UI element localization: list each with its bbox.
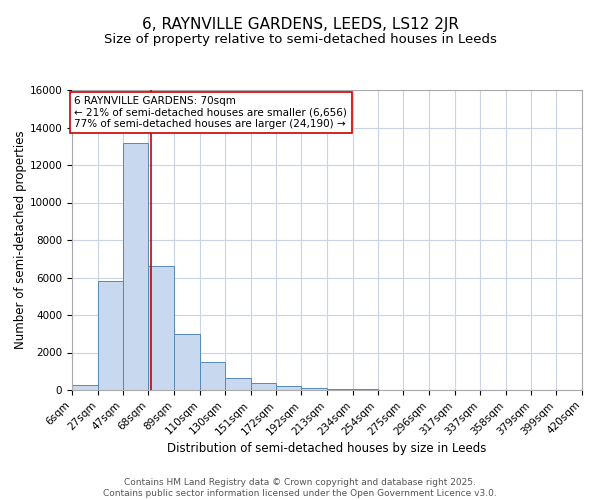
Text: 6, RAYNVILLE GARDENS, LEEDS, LS12 2JR: 6, RAYNVILLE GARDENS, LEEDS, LS12 2JR [142, 18, 458, 32]
Bar [72, 386, 98, 390]
Y-axis label: Number of semi-detached properties: Number of semi-detached properties [14, 130, 27, 350]
Bar [301, 388, 327, 390]
Bar [277, 386, 301, 390]
X-axis label: Distribution of semi-detached houses by size in Leeds: Distribution of semi-detached houses by … [167, 442, 487, 455]
Bar [174, 334, 200, 390]
Bar [122, 142, 148, 390]
Bar [200, 362, 225, 390]
Text: Size of property relative to semi-detached houses in Leeds: Size of property relative to semi-detach… [104, 32, 496, 46]
Bar [148, 266, 174, 390]
Text: 6 RAYNVILLE GARDENS: 70sqm
← 21% of semi-detached houses are smaller (6,656)
77%: 6 RAYNVILLE GARDENS: 70sqm ← 21% of semi… [74, 96, 347, 129]
Text: Contains HM Land Registry data © Crown copyright and database right 2025.
Contai: Contains HM Land Registry data © Crown c… [103, 478, 497, 498]
Bar [251, 384, 277, 390]
Bar [225, 378, 251, 390]
Bar [327, 389, 353, 390]
Bar [98, 281, 122, 390]
